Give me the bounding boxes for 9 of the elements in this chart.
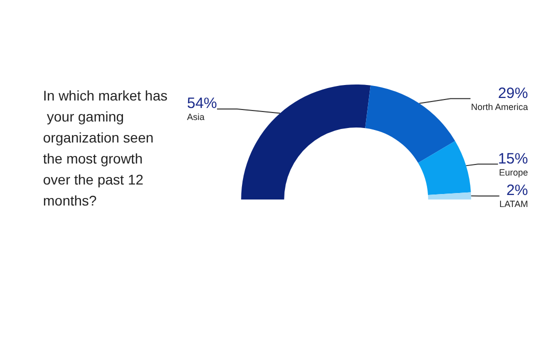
slice-label: Asia: [187, 112, 205, 122]
slice-label: LATAM: [499, 199, 528, 210]
data-label: 54%: [187, 95, 218, 112]
slice-label: North America: [470, 102, 528, 112]
text: In which market has your gaming organization seen the most growth over the past 12 months?: [43, 88, 168, 208]
slice-label: Europe: [498, 167, 528, 178]
data-label: 2%: [506, 182, 528, 200]
data-label: 15%: [498, 150, 528, 168]
data-label: 29%: [498, 84, 528, 102]
